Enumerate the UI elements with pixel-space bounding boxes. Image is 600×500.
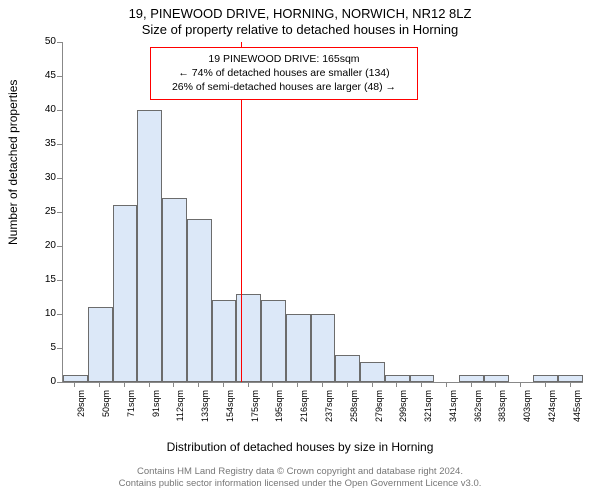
histogram-bar: [63, 375, 88, 382]
y-tick-mark: [57, 42, 62, 43]
y-tick-label: 35: [34, 138, 56, 149]
x-tick-mark: [396, 382, 397, 387]
x-tick-mark: [570, 382, 571, 387]
x-tick-label: 133sqm: [200, 390, 210, 440]
x-tick-mark: [372, 382, 373, 387]
x-tick-label: 50sqm: [101, 390, 111, 440]
histogram-bar: [410, 375, 435, 382]
histogram-bar: [236, 294, 261, 382]
histogram-bar: [311, 314, 336, 382]
x-tick-label: 403sqm: [522, 390, 532, 440]
y-tick-label: 40: [34, 104, 56, 115]
histogram-bar: [385, 375, 410, 382]
page-title-address: 19, PINEWOOD DRIVE, HORNING, NORWICH, NR…: [0, 6, 600, 21]
histogram-bar: [558, 375, 583, 382]
page-title-subtitle: Size of property relative to detached ho…: [0, 22, 600, 37]
x-tick-label: 321sqm: [423, 390, 433, 440]
x-tick-label: 445sqm: [572, 390, 582, 440]
x-tick-label: 91sqm: [151, 390, 161, 440]
x-tick-label: 195sqm: [274, 390, 284, 440]
x-tick-label: 237sqm: [324, 390, 334, 440]
histogram-bar: [533, 375, 558, 382]
y-tick-label: 50: [34, 36, 56, 47]
x-tick-label: 29sqm: [76, 390, 86, 440]
x-tick-mark: [297, 382, 298, 387]
histogram-bar: [137, 110, 162, 382]
histogram-bar: [187, 219, 212, 382]
annotation-line-3: 26% of semi-detached houses are larger (…: [159, 80, 409, 94]
y-tick-mark: [57, 178, 62, 179]
y-tick-mark: [57, 280, 62, 281]
x-tick-mark: [149, 382, 150, 387]
y-tick-label: 20: [34, 240, 56, 251]
x-tick-mark: [124, 382, 125, 387]
x-tick-mark: [74, 382, 75, 387]
y-tick-mark: [57, 246, 62, 247]
x-tick-mark: [198, 382, 199, 387]
x-tick-mark: [446, 382, 447, 387]
x-tick-label: 112sqm: [175, 390, 185, 440]
y-tick-mark: [57, 144, 62, 145]
x-tick-label: 71sqm: [126, 390, 136, 440]
y-tick-label: 5: [34, 342, 56, 353]
x-tick-label: 279sqm: [374, 390, 384, 440]
annotation-box: 19 PINEWOOD DRIVE: 165sqm ← 74% of detac…: [150, 47, 418, 100]
x-tick-mark: [471, 382, 472, 387]
histogram-bar: [162, 198, 187, 382]
x-tick-mark: [173, 382, 174, 387]
footer-attribution: Contains HM Land Registry data © Crown c…: [0, 466, 600, 491]
histogram-bar: [459, 375, 484, 382]
footer-line-1: Contains HM Land Registry data © Crown c…: [0, 466, 600, 478]
x-tick-label: 362sqm: [473, 390, 483, 440]
x-tick-mark: [248, 382, 249, 387]
histogram-bar: [360, 362, 385, 382]
y-tick-label: 45: [34, 70, 56, 81]
histogram-bar: [261, 300, 286, 382]
x-axis-label: Distribution of detached houses by size …: [0, 440, 600, 454]
histogram-bar: [88, 307, 113, 382]
x-tick-mark: [272, 382, 273, 387]
x-tick-label: 175sqm: [250, 390, 260, 440]
x-tick-mark: [495, 382, 496, 387]
annotation-line-1: 19 PINEWOOD DRIVE: 165sqm: [159, 52, 409, 66]
y-tick-mark: [57, 110, 62, 111]
annotation-line-2: ← 74% of detached houses are smaller (13…: [159, 66, 409, 80]
y-tick-label: 30: [34, 172, 56, 183]
y-tick-mark: [57, 212, 62, 213]
y-tick-mark: [57, 348, 62, 349]
x-tick-mark: [223, 382, 224, 387]
footer-line-2: Contains public sector information licen…: [0, 478, 600, 490]
x-tick-label: 341sqm: [448, 390, 458, 440]
x-tick-mark: [421, 382, 422, 387]
x-tick-mark: [520, 382, 521, 387]
y-tick-label: 10: [34, 308, 56, 319]
x-tick-label: 216sqm: [299, 390, 309, 440]
y-tick-mark: [57, 314, 62, 315]
x-tick-label: 424sqm: [547, 390, 557, 440]
x-tick-mark: [545, 382, 546, 387]
x-tick-mark: [322, 382, 323, 387]
x-tick-label: 383sqm: [497, 390, 507, 440]
y-tick-label: 0: [34, 376, 56, 387]
y-tick-mark: [57, 76, 62, 77]
x-tick-label: 299sqm: [398, 390, 408, 440]
y-tick-label: 25: [34, 206, 56, 217]
x-tick-mark: [347, 382, 348, 387]
histogram-bar: [212, 300, 237, 382]
x-tick-mark: [99, 382, 100, 387]
histogram-bar: [113, 205, 138, 382]
histogram-bar: [484, 375, 509, 382]
x-tick-label: 154sqm: [225, 390, 235, 440]
x-tick-label: 258sqm: [349, 390, 359, 440]
y-tick-label: 15: [34, 274, 56, 285]
histogram-bar: [286, 314, 311, 382]
y-axis-label: Number of detached properties: [6, 80, 20, 245]
histogram-bar: [335, 355, 360, 382]
y-tick-mark: [57, 382, 62, 383]
